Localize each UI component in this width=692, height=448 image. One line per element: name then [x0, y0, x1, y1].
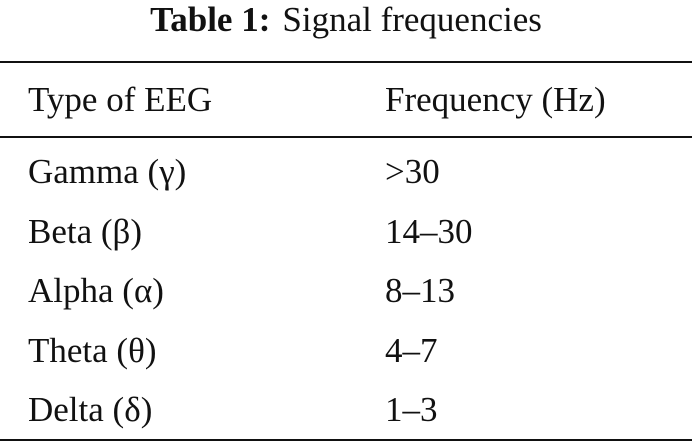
mid-rule — [0, 136, 692, 138]
table-cell: 1–3 — [385, 390, 438, 429]
top-rule — [0, 61, 692, 63]
header-cell: Type of EEG — [28, 80, 213, 119]
bottom-rule — [0, 439, 692, 441]
table-cell: >30 — [385, 152, 440, 191]
table-cell: 8–13 — [385, 271, 455, 310]
caption-label: Table 1: — [150, 0, 271, 39]
table-cell: Delta (δ) — [28, 390, 153, 429]
header-cell: Frequency (Hz) — [385, 80, 606, 119]
caption: Table 1: Signal frequencies — [0, 0, 692, 40]
table-cell: Gamma (γ) — [28, 152, 187, 191]
table-cell: 4–7 — [385, 330, 438, 370]
caption-title: Signal frequencies — [282, 0, 542, 39]
table-cell: 14–30 — [385, 211, 473, 251]
table-cell: Alpha (α) — [28, 271, 164, 310]
table-cell: Theta (θ) — [28, 330, 157, 370]
table-cell: Beta (β) — [28, 211, 143, 251]
